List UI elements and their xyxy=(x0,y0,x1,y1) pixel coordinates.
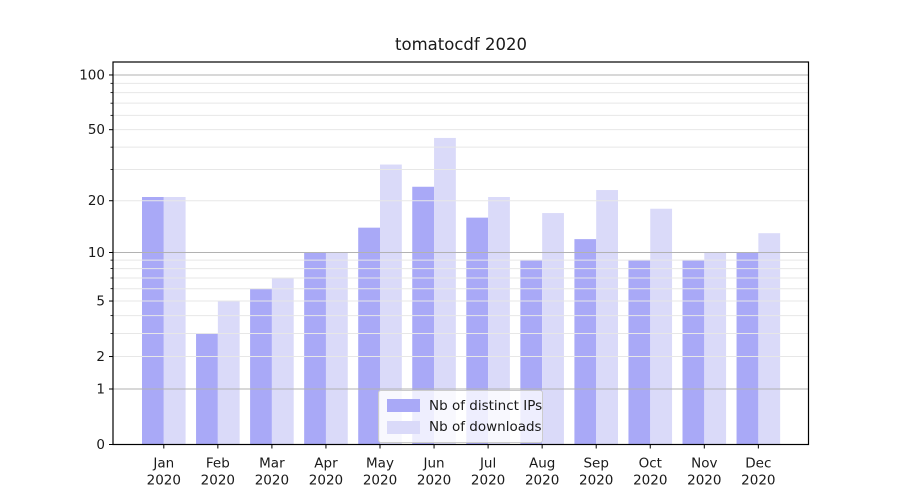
xtick-label-aug: Aug 2020 xyxy=(525,456,559,489)
chart-title: tomatocdf 2020 xyxy=(395,35,527,54)
legend: Nb of distinct IPs Nb of downloads xyxy=(378,390,543,443)
xtick-label-dec: Dec 2020 xyxy=(741,456,775,489)
xtick-label-oct: Oct 2020 xyxy=(633,456,667,489)
legend-swatch-downloads xyxy=(387,420,420,434)
ytick-label-2: 2 xyxy=(96,349,105,365)
bar-may-distinct-ips xyxy=(358,227,380,445)
xtick-label-nov: Nov 2020 xyxy=(687,456,721,489)
bar-mar-distinct-ips xyxy=(250,288,272,445)
bar-apr-downloads xyxy=(325,252,348,445)
bar-jul-downloads xyxy=(488,197,510,445)
xtick-label-jul: Jul 2020 xyxy=(471,456,505,489)
bar-oct-distinct-ips xyxy=(628,260,651,445)
ytick-label-1: 1 xyxy=(96,381,105,397)
bar-oct-downloads xyxy=(650,208,673,445)
bar-jun-downloads xyxy=(434,137,456,445)
bar-nov-downloads xyxy=(704,252,727,445)
ytick-label-5: 5 xyxy=(96,294,105,310)
xtick-label-jun: Jun 2020 xyxy=(417,456,451,489)
ytick-label-0: 0 xyxy=(96,437,105,453)
bar-apr-distinct-ips xyxy=(304,252,326,445)
bar-nov-distinct-ips xyxy=(682,260,705,445)
bar-jul-distinct-ips xyxy=(466,217,489,445)
legend-item-downloads: Nb of downloads xyxy=(379,419,542,435)
bar-sep-downloads xyxy=(596,190,618,445)
xtick-label-feb: Feb 2020 xyxy=(201,456,235,489)
ytick-label-20: 20 xyxy=(88,193,105,209)
xtick-label-jan: Jan 2020 xyxy=(147,456,181,489)
ytick-label-50: 50 xyxy=(88,122,105,138)
xtick-label-sep: Sep 2020 xyxy=(579,456,613,489)
bar-jan-distinct-ips xyxy=(142,197,164,445)
xtick-label-apr: Apr 2020 xyxy=(309,456,343,489)
ytick-label-100: 100 xyxy=(79,67,105,83)
bar-dec-downloads xyxy=(758,233,781,445)
bar-may-downloads xyxy=(380,164,402,445)
bar-dec-distinct-ips xyxy=(736,252,759,445)
bar-aug-downloads xyxy=(542,213,564,445)
bar-jan-downloads xyxy=(163,197,186,445)
ytick-label-10: 10 xyxy=(88,245,105,261)
bar-mar-downloads xyxy=(271,277,294,445)
xtick-label-mar: Mar 2020 xyxy=(255,456,289,489)
plot-border xyxy=(112,61,810,446)
legend-swatch-distinct-ips xyxy=(387,399,420,413)
bar-feb-downloads xyxy=(217,301,240,445)
xtick-label-may: May 2020 xyxy=(363,456,397,489)
legend-label-distinct-ips: Nb of distinct IPs xyxy=(429,397,543,414)
legend-item-distinct-ips: Nb of distinct IPs xyxy=(379,398,542,414)
legend-label-downloads: Nb of downloads xyxy=(429,419,542,436)
bar-sep-distinct-ips xyxy=(574,239,597,445)
